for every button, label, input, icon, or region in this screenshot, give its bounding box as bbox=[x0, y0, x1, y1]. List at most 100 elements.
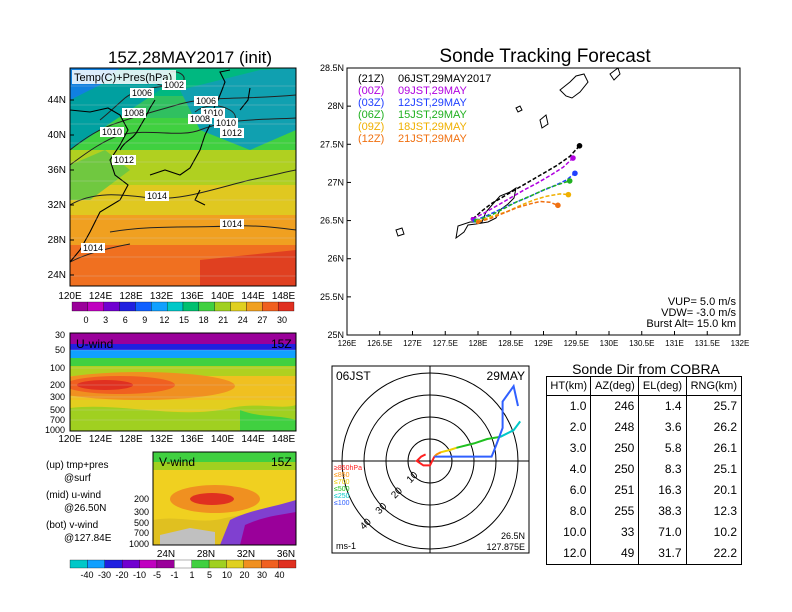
temp-colorbar-label: 21 bbox=[218, 315, 228, 325]
wind-colorbar-label: 10 bbox=[222, 570, 232, 580]
sonde-table-cell: 26.2 bbox=[685, 417, 743, 438]
trajectory-start bbox=[476, 220, 480, 225]
legend-utc: (09Z) bbox=[358, 121, 384, 133]
forecast-lat-tick: 26.5N bbox=[320, 216, 344, 226]
hodo-unit: ms-1 bbox=[336, 541, 356, 551]
temp-colorbar-swatch bbox=[135, 301, 152, 312]
isobar-label: 1010 bbox=[203, 108, 223, 118]
forecast-lat-tick: 26N bbox=[327, 254, 344, 264]
isobar-label-bg bbox=[130, 88, 154, 98]
v-level-tick: 1000 bbox=[129, 539, 149, 549]
wind-colorbar-swatch bbox=[174, 559, 192, 569]
v-wind-time: 15Z bbox=[271, 455, 292, 469]
wind-colorbar-label: 30 bbox=[257, 570, 267, 580]
sonde-table-cell: 25.7 bbox=[685, 395, 743, 417]
map-lon-tick: 124E bbox=[89, 291, 113, 302]
hodo-lon: 127.875E bbox=[486, 542, 525, 552]
isobar-label-bg bbox=[162, 80, 186, 90]
forecast-lon-tick: 130E bbox=[600, 339, 619, 348]
island-amami bbox=[559, 73, 589, 99]
u-lon-tick: 132E bbox=[150, 434, 174, 445]
trajectory-line bbox=[472, 157, 574, 220]
legend-utc: (03Z) bbox=[358, 97, 384, 109]
left-title: 15Z,28MAY2017 (init) bbox=[108, 48, 272, 67]
u-lon-tick: 140E bbox=[211, 434, 235, 445]
trajectory-line bbox=[477, 193, 569, 223]
sonde-table-cell: 6.0 bbox=[545, 480, 592, 501]
temp-colorbar-label: 24 bbox=[238, 315, 248, 325]
sonde-table-row: 6.0 251 16.3 20.1 bbox=[545, 480, 743, 501]
sonde-table-cell: 38.3 bbox=[638, 501, 687, 522]
temp-colorbar-label: 3 bbox=[103, 315, 108, 325]
map-lat-tick: 44N bbox=[48, 95, 66, 106]
sonde-table-cell: 10.2 bbox=[685, 522, 743, 543]
map-lon-tick: 148E bbox=[272, 291, 296, 302]
hodo-date: 29MAY bbox=[487, 369, 525, 383]
u-lon-tick: 124E bbox=[89, 434, 113, 445]
map-lat-tick: 32N bbox=[48, 200, 66, 211]
isobar-label-bg bbox=[100, 127, 124, 137]
v-lat-tick: 36N bbox=[277, 549, 295, 560]
temp-colorbar-label: 30 bbox=[277, 315, 287, 325]
wind-colorbar-swatch bbox=[122, 559, 140, 569]
u-lon-tick: 148E bbox=[272, 434, 296, 445]
map-lon-tick: 140E bbox=[211, 291, 235, 302]
sonde-table-cell: 246 bbox=[590, 395, 640, 417]
legend-utc: (00Z) bbox=[358, 85, 384, 97]
temp-colorbar-swatch bbox=[103, 301, 120, 312]
sonde-table-row: 2.0 248 3.6 26.2 bbox=[545, 417, 743, 438]
u-lon-tick: 136E bbox=[180, 434, 204, 445]
hodo-layer-label: ≤500 bbox=[334, 486, 350, 493]
map-lat-tick: 28N bbox=[48, 235, 66, 246]
temp-colorbar-label: 18 bbox=[199, 315, 209, 325]
legend-jst: 06JST,29MAY2017 bbox=[398, 73, 491, 85]
map-lon-tick: 132E bbox=[150, 291, 174, 302]
forecast-lon-tick: 132E bbox=[731, 339, 750, 348]
legend-jst: 15JST,29MAY bbox=[398, 109, 468, 121]
sonde-table-cell: 25.1 bbox=[685, 459, 743, 480]
hodo-layer-label: ≤250 bbox=[334, 493, 350, 500]
sonde-table-cell: 12.0 bbox=[545, 543, 592, 565]
sonde-table-row: 12.0 49 31.7 22.2 bbox=[545, 543, 743, 565]
island-tiny bbox=[515, 105, 523, 113]
wind-colorbar-label: 40 bbox=[274, 570, 284, 580]
trajectory-line bbox=[477, 200, 559, 223]
legend-utc: (12Z) bbox=[358, 133, 384, 145]
sonde-table-cell: 49 bbox=[590, 543, 640, 565]
isobar-label-bg bbox=[188, 114, 212, 124]
wind-colorbar-label: -20 bbox=[115, 570, 128, 580]
sonde-table-row: 10.0 33 71.0 10.2 bbox=[545, 522, 743, 543]
temp-colorbar-label: 9 bbox=[142, 315, 147, 325]
u-lon-tick: 120E bbox=[58, 434, 82, 445]
wind-colorbar-label: -1 bbox=[170, 570, 178, 580]
legend-utc: (21Z) bbox=[358, 73, 384, 85]
u-wind-label: U-wind bbox=[76, 337, 113, 351]
isobar-label-bg bbox=[81, 243, 105, 253]
wind-colorbar-label: -10 bbox=[133, 570, 146, 580]
temp-colorbar-label: 15 bbox=[179, 315, 189, 325]
v-level-tick: 300 bbox=[134, 507, 149, 517]
sonde-table-header: HT(km) bbox=[545, 376, 592, 396]
u-level-tick: 100 bbox=[50, 363, 65, 373]
temp-colorbar-label: 12 bbox=[159, 315, 169, 325]
sonde-table-header: EL(deg) bbox=[638, 376, 687, 396]
isobar-label-bg bbox=[112, 155, 136, 165]
u-level-tick: 500 bbox=[50, 405, 65, 415]
forecast-title: Sonde Tracking Forecast bbox=[439, 46, 651, 67]
forecast-lon-tick: 126E bbox=[338, 339, 357, 348]
temp-pressure-map: Temp(C)+Pres(hPa) 1002100610061010100810… bbox=[69, 67, 297, 287]
panel-note: (mid) u-wind bbox=[46, 490, 101, 501]
sonde-table-cell: 1.0 bbox=[545, 395, 592, 417]
forecast-lat-tick: 28N bbox=[327, 101, 344, 111]
wind-colorbar-label: 20 bbox=[239, 570, 249, 580]
v-wind-label: V-wind bbox=[159, 455, 195, 469]
sonde-table-cell: 10.0 bbox=[545, 522, 592, 543]
legend-jst: 18JST,29MAY bbox=[398, 121, 468, 133]
sonde-table-cell: 16.3 bbox=[638, 480, 687, 501]
u-level-tick: 200 bbox=[50, 380, 65, 390]
wind-colorbar-swatch bbox=[87, 559, 105, 569]
sonde-table-cell: 71.0 bbox=[638, 522, 687, 543]
sonde-table-cell: 5.8 bbox=[638, 438, 687, 459]
wind-colorbar-swatch bbox=[208, 559, 227, 569]
